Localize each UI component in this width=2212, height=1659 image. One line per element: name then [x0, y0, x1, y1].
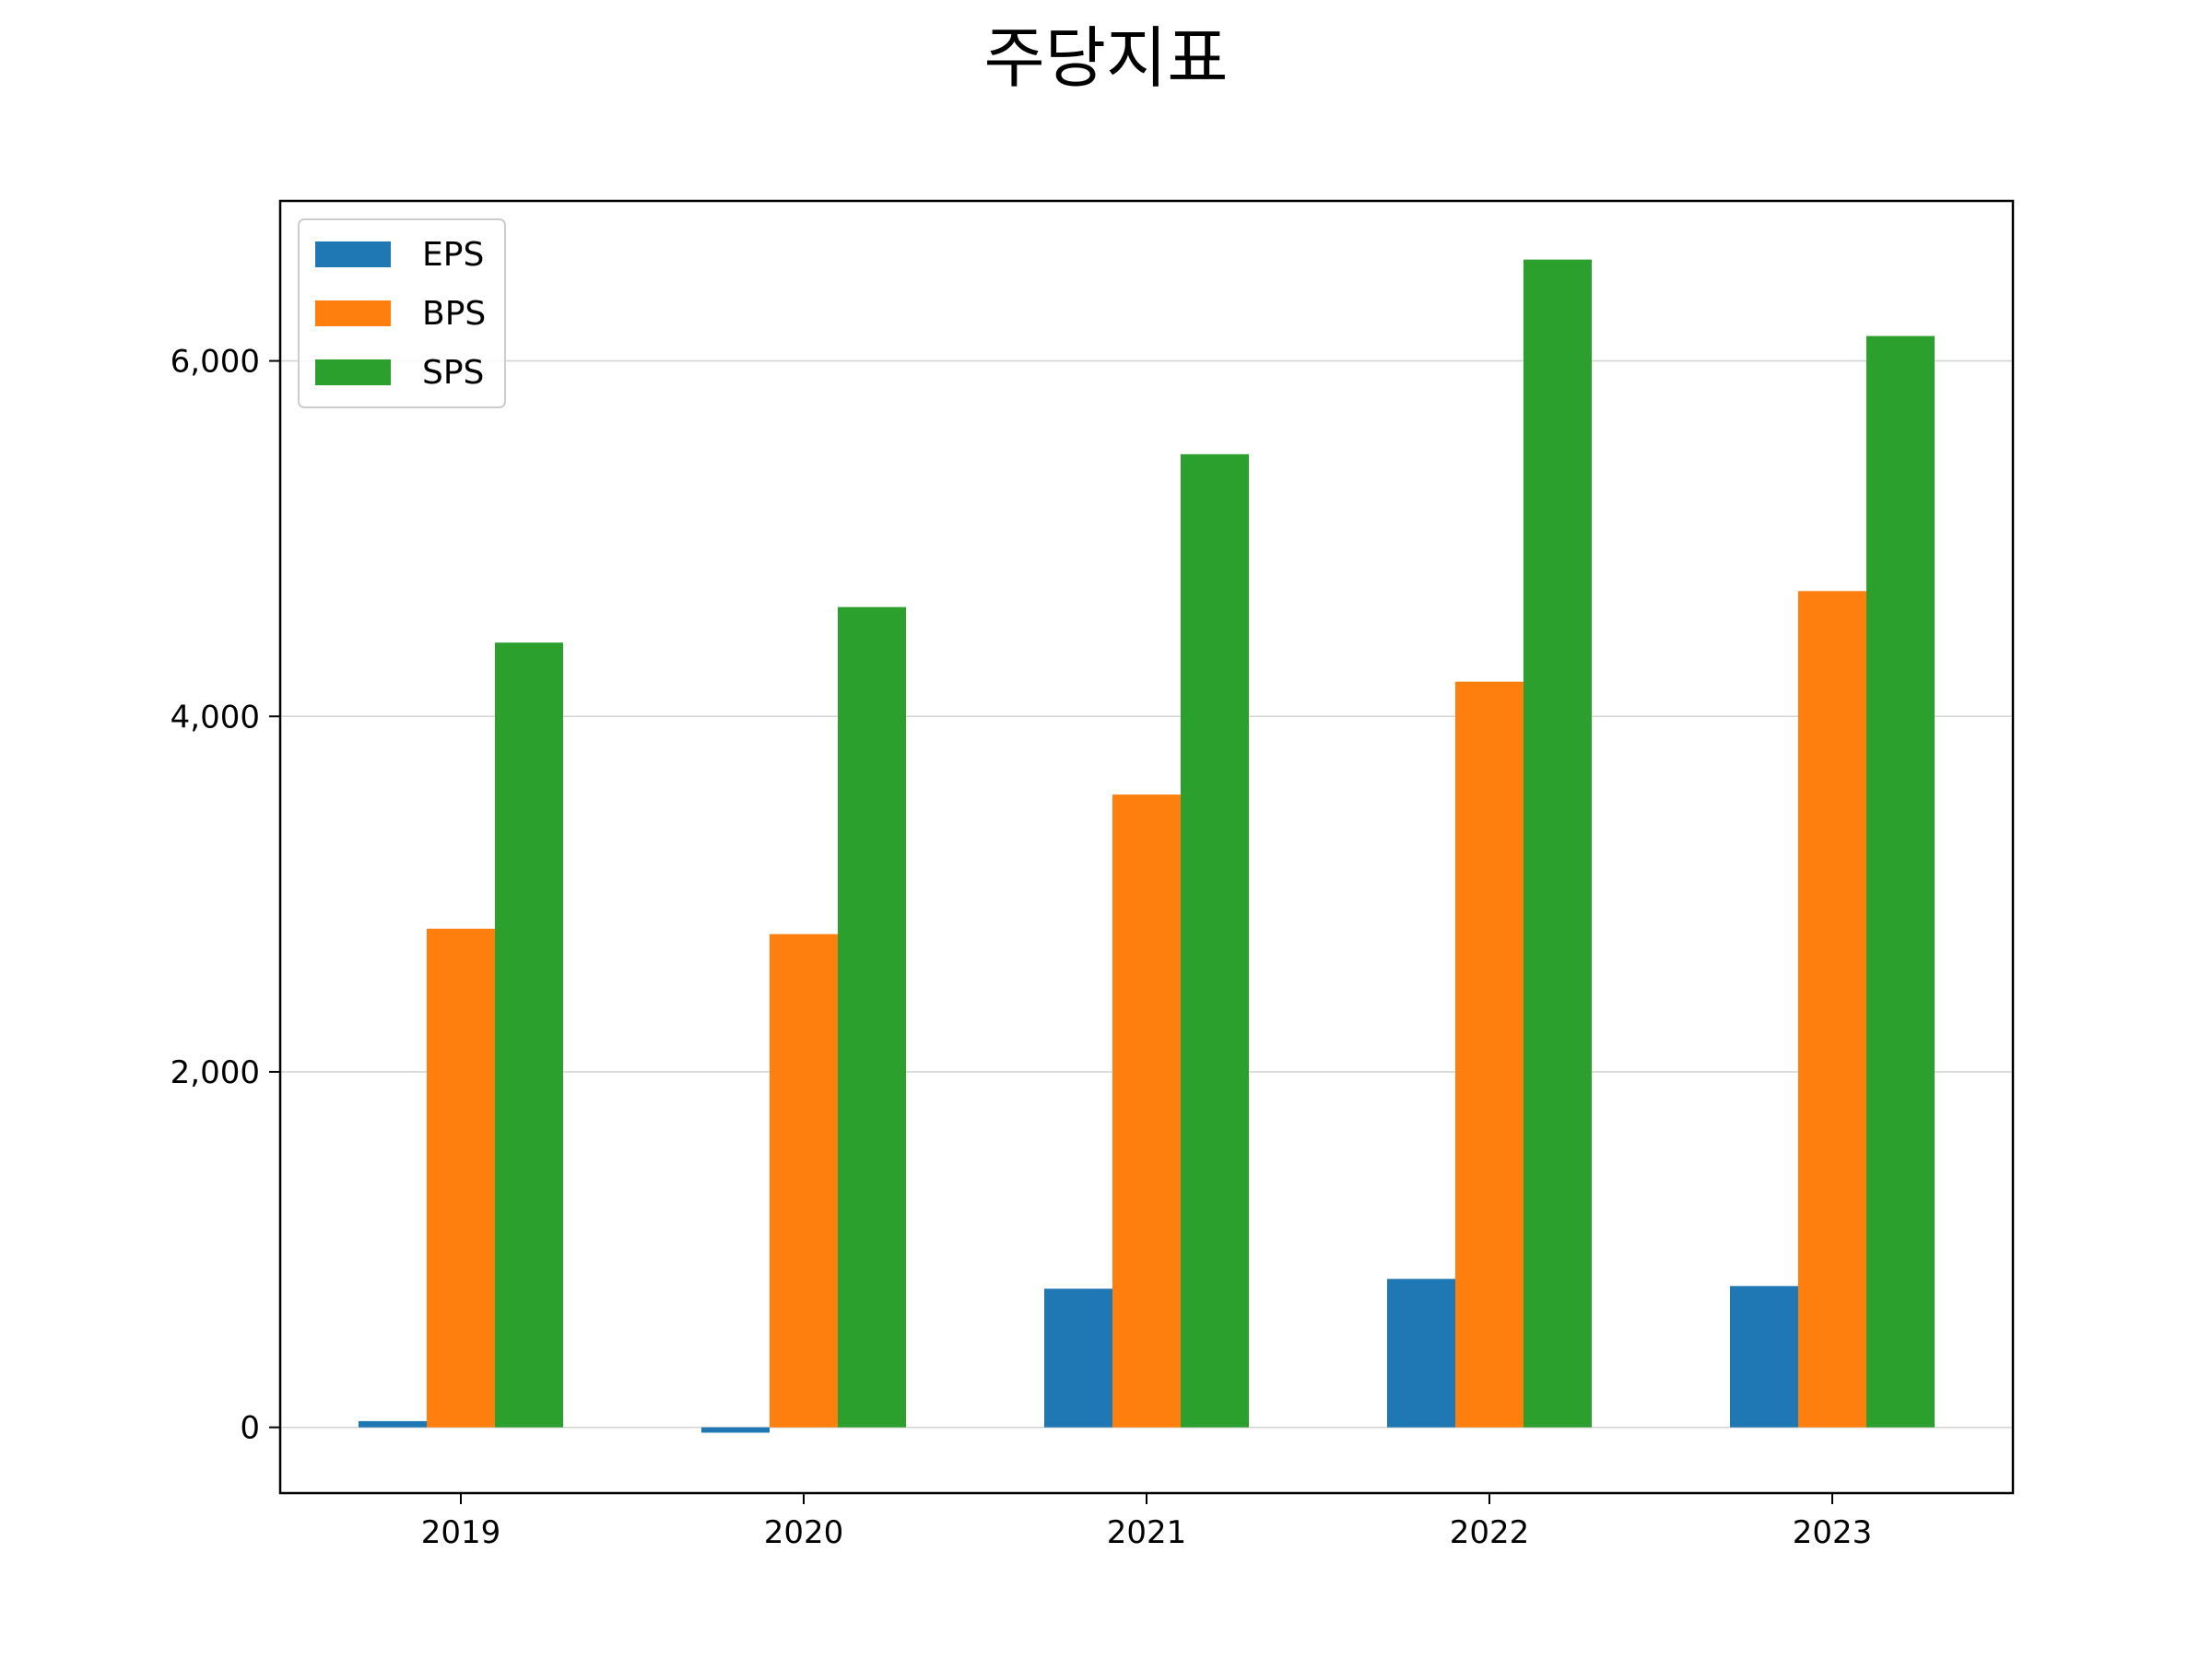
bar-eps-2023 [1730, 1286, 1798, 1428]
legend-label-sps: SPS [422, 354, 484, 392]
x-tick-label: 2021 [1107, 1514, 1187, 1551]
bar-bps-2023 [1798, 591, 1866, 1428]
bar-eps-2019 [359, 1420, 427, 1428]
x-tick-label: 2023 [1793, 1514, 1873, 1551]
bar-eps-2021 [1044, 1288, 1112, 1428]
x-axis: 2019 2020 2021 2022 2023 [421, 1493, 1873, 1551]
x-tick-label: 2022 [1450, 1514, 1530, 1551]
bar-bps-2020 [770, 934, 838, 1428]
y-tick-label: 4,000 [171, 699, 260, 735]
legend-label-eps: EPS [422, 236, 484, 274]
bars-layer [359, 259, 1935, 1433]
legend-swatch-eps [315, 241, 391, 267]
y-tick-label: 6,000 [171, 344, 260, 381]
chart-title: 주당지표 [984, 19, 1229, 97]
x-tick-label: 2019 [421, 1514, 501, 1551]
bar-eps-2020 [701, 1427, 770, 1433]
bar-bps-2021 [1112, 794, 1181, 1428]
bar-sps-2023 [1866, 335, 1935, 1428]
bar-bps-2022 [1455, 681, 1524, 1428]
bar-eps-2022 [1387, 1278, 1455, 1428]
y-tick-label: 2,000 [171, 1054, 260, 1091]
bar-sps-2021 [1181, 453, 1249, 1428]
x-tick-label: 2020 [764, 1514, 844, 1551]
bar-bps-2019 [427, 928, 495, 1428]
legend-swatch-bps [315, 300, 391, 326]
legend: EPS BPS SPS [298, 218, 506, 408]
y-axis: 0 2,000 4,000 6,000 [171, 344, 280, 1447]
bar-sps-2020 [838, 606, 906, 1428]
bar-sps-2022 [1524, 259, 1592, 1428]
y-tick-label: 0 [240, 1410, 260, 1447]
legend-swatch-sps [315, 359, 391, 385]
legend-label-bps: BPS [422, 295, 486, 333]
bar-sps-2019 [495, 642, 563, 1428]
